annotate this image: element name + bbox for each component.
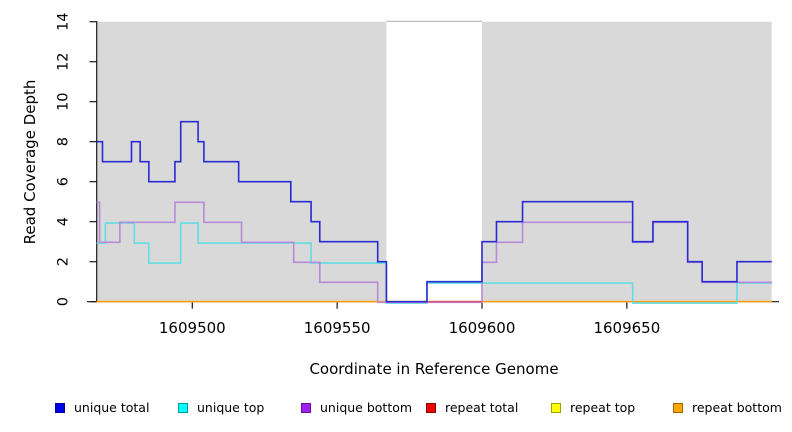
x-tick-label: 1609600	[449, 319, 516, 337]
legend-label: repeat total	[445, 400, 519, 415]
legend-item: unique top	[178, 400, 264, 416]
legend-swatch-icon	[178, 403, 188, 413]
legend: unique total unique top unique bottom repea…	[0, 400, 792, 422]
legend-swatch-icon	[426, 403, 436, 413]
y-tick-label: 14	[56, 12, 72, 30]
legend-item: unique total	[55, 400, 149, 416]
x-tick-label: 1609650	[593, 319, 660, 337]
y-tick-label: 10	[56, 92, 72, 110]
legend-item: unique bottom	[301, 400, 412, 416]
legend-swatch-icon	[301, 403, 311, 413]
legend-label: repeat bottom	[692, 400, 782, 415]
y-tick-label: 12	[56, 52, 72, 70]
legend-label: unique bottom	[320, 400, 413, 415]
y-tick-label: 2	[56, 257, 72, 266]
y-tick-label: 6	[56, 177, 72, 186]
legend-label: repeat top	[570, 400, 636, 415]
legend-item: repeat top	[551, 400, 635, 416]
legend-swatch-icon	[551, 403, 561, 413]
series-unique-total	[96, 120, 772, 303]
legend-item: repeat total	[426, 400, 518, 416]
legend-item: repeat bottom	[673, 400, 782, 416]
legend-label: unique total	[74, 400, 150, 415]
x-tick-label: 1609550	[304, 319, 371, 337]
legend-label: unique top	[197, 400, 265, 415]
y-tick-label: 8	[56, 137, 72, 146]
x-tick-label: 1609500	[159, 319, 226, 337]
y-tick-label: 4	[56, 217, 72, 226]
legend-swatch-icon	[55, 403, 65, 413]
shaded-region	[482, 21, 772, 302]
y-axis-title: Read Coverage Depth	[21, 79, 39, 245]
y-tick-label: 0	[56, 297, 72, 306]
x-axis-title: Coordinate in Reference Genome	[309, 360, 559, 378]
legend-swatch-icon	[673, 403, 683, 413]
